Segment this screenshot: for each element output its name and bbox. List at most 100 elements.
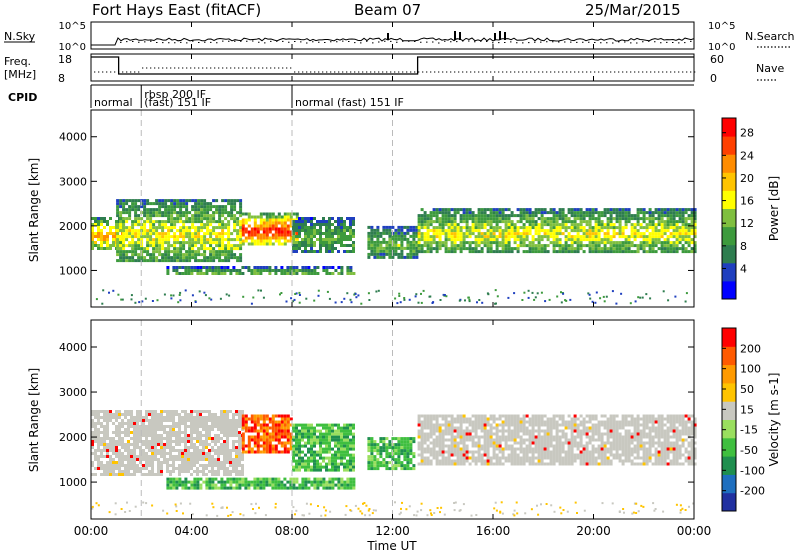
power-cell [564, 220, 568, 224]
power-cell [194, 211, 198, 215]
velocity-cell [489, 456, 493, 460]
velocity-cell [160, 434, 163, 437]
velocity-cell [142, 440, 145, 443]
power-cell [609, 220, 613, 224]
power-cell [179, 205, 183, 209]
velocity-cell [118, 470, 121, 473]
velocity-cell [139, 446, 142, 449]
power-cell [675, 223, 679, 227]
power-cell [200, 199, 204, 203]
velocity-cell [325, 483, 329, 487]
velocity-cell [121, 461, 124, 464]
velocity-cell [100, 410, 103, 413]
velocity-cell [429, 453, 433, 457]
velocity-cell [178, 419, 181, 422]
power-cell [239, 253, 243, 257]
velocity-cell [274, 450, 278, 454]
velocity-cell [220, 416, 223, 419]
power-cell [149, 226, 153, 230]
power-cell [462, 214, 466, 218]
velocity-cell [438, 438, 442, 442]
power-cell [432, 208, 436, 212]
velocity-cell [166, 413, 169, 416]
velocity-cell [283, 447, 287, 451]
velocity-cell [292, 435, 295, 439]
power-cell [609, 217, 613, 221]
power-cell [388, 225, 392, 229]
velocity-cell [462, 432, 466, 436]
velocity-cell [313, 438, 316, 442]
velocity-cell [250, 483, 254, 487]
velocity-cell [226, 431, 229, 434]
velocity-cell [118, 440, 121, 443]
power-cell [188, 211, 192, 215]
power-cell [100, 232, 103, 235]
power-cell [462, 235, 466, 239]
velocity-cell [163, 410, 166, 413]
power-cell [179, 199, 183, 203]
velocity-cell [486, 432, 490, 436]
power-cell [181, 272, 185, 275]
power-cell [193, 269, 197, 272]
velocity-cell [124, 443, 127, 446]
velocity-cell [265, 435, 269, 439]
power-cell [519, 208, 523, 212]
velocity-cell [157, 416, 160, 419]
velocity-cell [349, 423, 352, 427]
velocity-cell [277, 450, 281, 454]
power-cell [295, 269, 299, 272]
power-cell [200, 253, 204, 257]
velocity-cell [316, 480, 320, 484]
power-cell [564, 238, 568, 242]
power-cell [621, 241, 625, 245]
power-cell [435, 229, 439, 233]
power-cell [624, 235, 628, 239]
power-cell [675, 220, 679, 224]
velocity-cell [205, 477, 209, 481]
power-cell [173, 208, 177, 212]
power-cell [663, 241, 667, 245]
velocity-cell [100, 425, 103, 428]
power-cell [301, 266, 305, 269]
power-cell [155, 220, 159, 224]
power-cell [307, 250, 310, 253]
power-cell [325, 244, 328, 247]
power-cell [106, 244, 109, 247]
power-cell [173, 253, 177, 257]
velocity-cell [441, 447, 445, 451]
power-cell [693, 220, 697, 224]
power-cell [462, 226, 466, 230]
velocity-cell [238, 419, 241, 422]
power-cell [152, 253, 156, 257]
power-cell [316, 229, 319, 232]
power-cell [376, 228, 380, 232]
power-speck [260, 289, 262, 292]
velocity-cell [417, 429, 421, 433]
date-title: 25/Mar/2015 [585, 1, 681, 19]
power-cell [492, 208, 496, 212]
velocity-cell [139, 461, 142, 464]
velocity-cell [214, 449, 217, 452]
power-cell [582, 235, 586, 239]
velocity-cell [253, 435, 257, 439]
power-cell [221, 208, 225, 212]
velocity-cell [169, 419, 172, 422]
power-cell [236, 223, 240, 227]
power-cell [262, 239, 266, 243]
velocity-cell [471, 450, 475, 454]
power-speck [298, 294, 301, 296]
power-cell [585, 214, 589, 218]
velocity-cell [181, 470, 184, 473]
velocity-cell [268, 477, 272, 481]
power-cell [450, 223, 454, 227]
power-speck [280, 292, 283, 294]
velocity-cell [307, 459, 310, 463]
power-speck [179, 291, 182, 294]
power-cell [684, 217, 688, 221]
power-cell [179, 220, 183, 224]
velocity-cell [471, 438, 475, 442]
power-cell [283, 233, 287, 237]
velocity-cell [262, 429, 266, 433]
velocity-cell [406, 443, 410, 447]
power-cell [179, 226, 183, 230]
